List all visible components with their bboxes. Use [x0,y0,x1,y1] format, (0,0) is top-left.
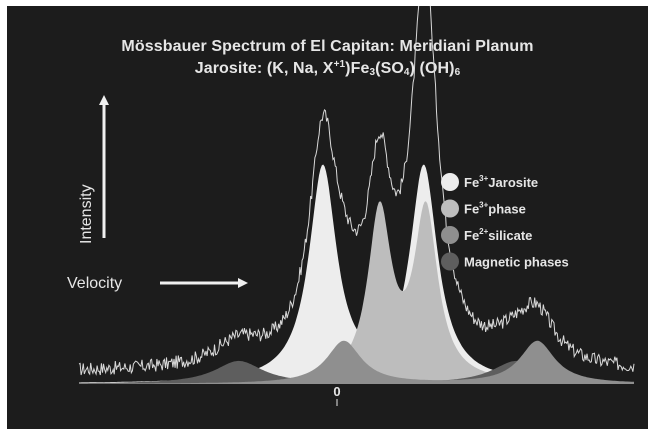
chart-subtitle: Jarosite: (K, Na, X+1)Fe3(SO4) (OH)6 [7,59,648,78]
legend-label-3: Magnetic phases [464,255,569,270]
legend-swatch-0 [441,173,459,191]
subtitle-sub1: 3 [369,67,376,78]
legend-label-2: Fe2+silicate [464,227,532,243]
spectrum-figure: Mössbauer Spectrum of El Capitan: Meridi… [7,6,648,429]
y-axis-label: Intensity [78,184,95,244]
subtitle-mid1: )Fe [345,60,370,77]
subtitle-sup1: +1 [333,59,346,70]
legend-label-0: Fe3+Jarosite [464,174,538,190]
legend-swatch-2 [441,226,459,244]
chart-title: Mössbauer Spectrum of El Capitan: Meridi… [121,38,534,55]
subtitle-mid3: ) (OH) [409,60,455,77]
subtitle-sub2: 4 [403,67,410,78]
component-area-2 [79,340,634,384]
component-area-1 [79,201,634,384]
measured-spectrum-line [78,6,635,376]
subtitle-mid2: (SO [375,60,404,77]
legend-swatch-1 [441,199,459,218]
x-tick-zero: 0 [333,384,340,399]
legend-label-1: Fe3+phase [464,201,526,217]
subtitle-prefix: Jarosite: (K, Na, X [194,60,334,77]
subtitle-sub3: 6 [454,67,461,78]
component-peaks [79,164,634,384]
legend-swatch-3 [441,252,459,271]
spectrum-plot: Intensity Velocity 0 Fe3+Jarosite Fe3+pha… [67,6,635,406]
legend: Fe3+Jarosite Fe3+phase Fe2+silicate Magneti… [441,173,569,271]
x-axis-label: Velocity [67,275,122,292]
